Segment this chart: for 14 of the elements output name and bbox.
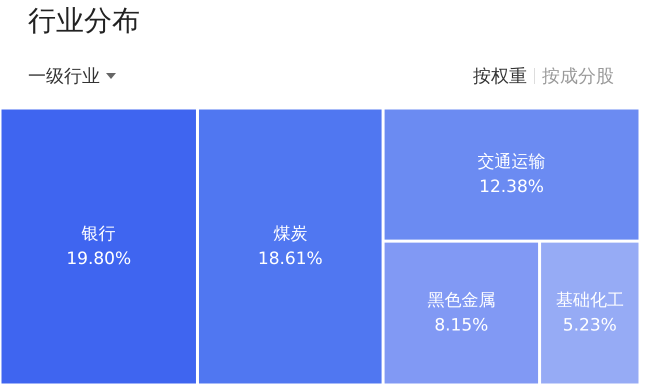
data-label: 5.23%: [562, 315, 617, 336]
category-label: 交通运输: [478, 152, 546, 172]
category-label: 基础化工: [556, 290, 624, 310]
text: 一级行业: [28, 65, 100, 88]
text: 行业分布: [28, 3, 140, 39]
text: 按权重: [473, 65, 527, 88]
data-label: 12.38%: [479, 176, 544, 197]
text: 按成分股: [542, 65, 614, 88]
category-label: 银行: [80, 224, 116, 244]
data-label: 18.61%: [258, 248, 323, 269]
category-label: 黑色金属: [427, 290, 496, 310]
data-label: 8.15%: [434, 315, 488, 336]
data-label: 19.80%: [66, 248, 132, 269]
category-label: 煤炭: [273, 224, 308, 244]
